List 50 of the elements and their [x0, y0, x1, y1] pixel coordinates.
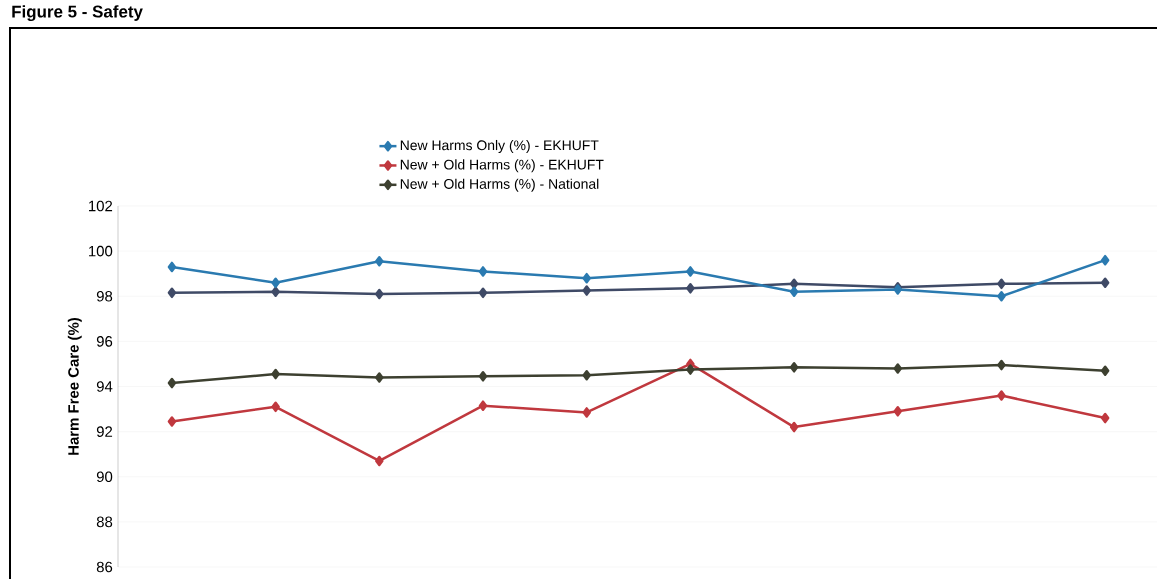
y-tick-label: 102: [89, 200, 113, 212]
point: [997, 278, 1006, 290]
point: [271, 277, 280, 288]
point: [582, 407, 591, 418]
point: [478, 400, 488, 411]
point: [167, 261, 177, 273]
y-tick-label: 98: [96, 290, 113, 302]
point: [1100, 412, 1110, 424]
point: [167, 377, 177, 389]
point: [167, 287, 177, 299]
y-tick-label: 92: [96, 426, 113, 437]
point: [375, 256, 384, 267]
point: [271, 368, 280, 380]
point: [375, 372, 384, 383]
legend-label: New + Old Harms (%) - EKHUFT: [400, 159, 604, 173]
y-tick-label: 96: [96, 336, 113, 347]
point: [167, 416, 177, 427]
point: [997, 390, 1006, 401]
point: [893, 406, 903, 417]
legend-label: New + Old Harms (%) - National: [400, 178, 599, 192]
point: [375, 455, 384, 467]
point: [271, 401, 280, 413]
y-tick-label: 88: [96, 516, 113, 528]
point: [478, 371, 488, 382]
y-tick-label: 100: [89, 245, 113, 257]
y-axis-title: Harm Free Care (%): [67, 317, 82, 455]
point: [686, 266, 695, 277]
point: [271, 286, 280, 297]
y-tick-label: 86: [96, 561, 113, 573]
point: [1100, 277, 1110, 288]
point: [789, 362, 799, 373]
point: [582, 272, 591, 284]
y-tick-label: 90: [96, 471, 113, 483]
point: [375, 288, 384, 300]
legend-label: New Harms Only (%) - EKHUFT: [400, 139, 599, 153]
point: [789, 421, 799, 433]
point: [478, 287, 488, 299]
point: [789, 286, 799, 297]
y-tick-label: 94: [96, 381, 113, 392]
point: [582, 369, 591, 381]
point: [686, 364, 695, 375]
point: [582, 285, 591, 296]
point: [997, 359, 1006, 371]
chart-title: Figure 5 - Safety: [12, 5, 143, 22]
point: [478, 266, 488, 277]
point: [686, 283, 695, 294]
point: [1100, 365, 1110, 376]
point: [893, 363, 903, 374]
point: [1100, 254, 1110, 266]
point: [997, 291, 1006, 302]
